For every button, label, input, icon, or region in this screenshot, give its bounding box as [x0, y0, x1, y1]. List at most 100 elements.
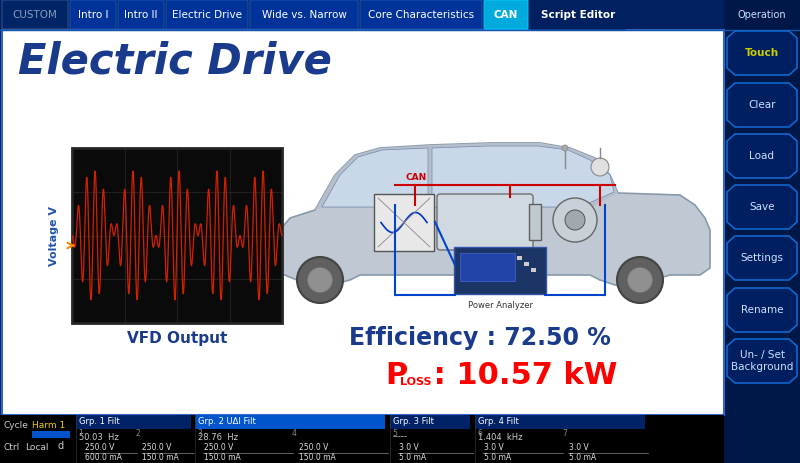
Circle shape [591, 158, 609, 176]
Text: 250.0 V: 250.0 V [299, 444, 328, 452]
FancyBboxPatch shape [530, 0, 626, 29]
Text: Cycle: Cycle [4, 421, 29, 430]
Text: 150.0 mA: 150.0 mA [142, 452, 179, 462]
Text: 5.0 mA: 5.0 mA [484, 452, 511, 462]
Text: Settings: Settings [741, 253, 783, 263]
Circle shape [565, 210, 585, 230]
Text: Save: Save [750, 202, 774, 212]
FancyBboxPatch shape [32, 431, 70, 438]
FancyBboxPatch shape [374, 194, 434, 251]
FancyBboxPatch shape [250, 0, 358, 29]
Text: P: P [385, 361, 407, 389]
FancyBboxPatch shape [724, 0, 800, 463]
Text: Clear: Clear [748, 100, 776, 110]
Text: 2: 2 [135, 429, 140, 438]
Text: 150.0 mA: 150.0 mA [299, 452, 336, 462]
Circle shape [307, 267, 333, 293]
Text: 28.76  Hz: 28.76 Hz [198, 432, 238, 442]
FancyBboxPatch shape [517, 256, 522, 260]
Text: -----: ----- [393, 432, 408, 442]
Text: Grp. 2 UΔI Filt: Grp. 2 UΔI Filt [198, 418, 256, 426]
Text: 5: 5 [392, 429, 397, 438]
Text: 1.404  kHz: 1.404 kHz [478, 432, 522, 442]
Polygon shape [727, 83, 797, 127]
Text: 5.0 mA: 5.0 mA [399, 452, 426, 462]
FancyBboxPatch shape [529, 204, 541, 240]
Text: Electric Drive: Electric Drive [172, 10, 242, 20]
Text: Voltage V: Voltage V [49, 206, 59, 265]
FancyBboxPatch shape [531, 268, 536, 272]
FancyBboxPatch shape [437, 194, 533, 250]
FancyBboxPatch shape [118, 0, 164, 29]
Polygon shape [727, 185, 797, 229]
Text: 3.0 V: 3.0 V [484, 444, 504, 452]
Text: Electric Drive: Electric Drive [18, 40, 332, 82]
Text: Power Analyzer: Power Analyzer [467, 301, 533, 310]
Polygon shape [260, 143, 710, 286]
Text: 150.0 mA: 150.0 mA [204, 452, 241, 462]
Circle shape [617, 257, 663, 303]
FancyBboxPatch shape [195, 415, 385, 429]
Circle shape [627, 267, 653, 293]
Text: 50.03  Hz: 50.03 Hz [79, 432, 118, 442]
Text: CAN: CAN [405, 174, 426, 182]
Text: 5.0 mA: 5.0 mA [569, 452, 596, 462]
Text: Ctrl: Ctrl [4, 443, 20, 452]
FancyBboxPatch shape [524, 262, 529, 266]
Text: LOSS: LOSS [400, 377, 431, 387]
Text: Intro I: Intro I [78, 10, 108, 20]
Polygon shape [727, 339, 797, 383]
Text: Un- / Set
Background: Un- / Set Background [731, 350, 793, 372]
Polygon shape [727, 288, 797, 332]
Text: 7: 7 [562, 429, 567, 438]
Text: Operation: Operation [738, 10, 786, 20]
Circle shape [553, 198, 597, 242]
Text: CUSTOM: CUSTOM [13, 10, 58, 20]
Text: Rename: Rename [741, 305, 783, 315]
Text: 600.0 mA: 600.0 mA [85, 452, 122, 462]
Circle shape [297, 257, 343, 303]
Text: d: d [58, 441, 64, 451]
FancyBboxPatch shape [360, 0, 482, 29]
Text: VFD Output: VFD Output [127, 332, 227, 346]
Polygon shape [315, 143, 618, 210]
FancyBboxPatch shape [2, 30, 724, 415]
FancyBboxPatch shape [475, 415, 645, 429]
Text: 3: 3 [197, 429, 202, 438]
Text: Grp. 4 Filt: Grp. 4 Filt [478, 418, 518, 426]
Polygon shape [322, 148, 428, 207]
Text: 3.0 V: 3.0 V [399, 444, 418, 452]
Polygon shape [432, 146, 614, 207]
FancyBboxPatch shape [76, 415, 191, 429]
Text: Core Characteristics: Core Characteristics [368, 10, 474, 20]
Text: 1: 1 [78, 429, 82, 438]
Text: CAN: CAN [494, 10, 518, 20]
FancyBboxPatch shape [460, 253, 515, 281]
Polygon shape [727, 134, 797, 178]
Circle shape [562, 145, 568, 151]
Text: Script Editor: Script Editor [541, 10, 615, 20]
FancyBboxPatch shape [2, 0, 68, 29]
Text: Local: Local [25, 443, 49, 452]
Text: Grp. 3 Filt: Grp. 3 Filt [393, 418, 434, 426]
Text: Efficiency : 72.50 %: Efficiency : 72.50 % [349, 326, 611, 350]
Text: 250.0 V: 250.0 V [142, 444, 172, 452]
Text: Intro II: Intro II [124, 10, 158, 20]
Text: Wide vs. Narrow: Wide vs. Narrow [262, 10, 346, 20]
FancyBboxPatch shape [72, 148, 282, 323]
FancyBboxPatch shape [390, 415, 470, 429]
Text: 250.0 V: 250.0 V [85, 444, 114, 452]
Polygon shape [727, 236, 797, 280]
Polygon shape [727, 31, 797, 75]
Text: 6: 6 [477, 429, 482, 438]
Text: 3.0 V: 3.0 V [569, 444, 589, 452]
FancyBboxPatch shape [166, 0, 248, 29]
Text: : 10.57 kW: : 10.57 kW [423, 361, 618, 389]
Text: Harm 1: Harm 1 [32, 421, 66, 430]
FancyBboxPatch shape [0, 0, 800, 30]
Text: Grp. 1 Filt: Grp. 1 Filt [79, 418, 120, 426]
FancyBboxPatch shape [70, 0, 116, 29]
Text: Touch: Touch [745, 48, 779, 58]
FancyBboxPatch shape [484, 0, 528, 29]
Text: 4: 4 [292, 429, 297, 438]
